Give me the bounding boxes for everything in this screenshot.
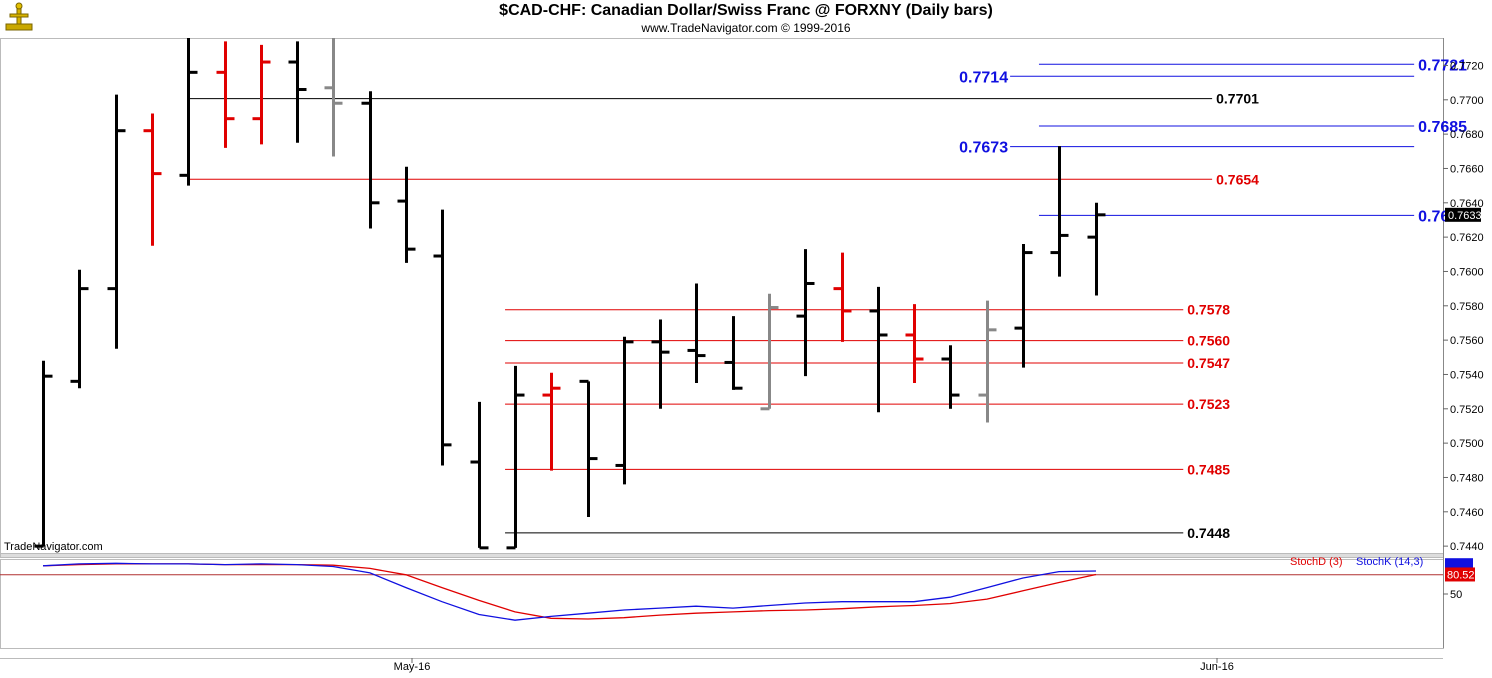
ohlc-bar (361, 91, 380, 229)
stoch-axis-label: 50 (1450, 589, 1462, 601)
last-price-label: 0.7633 (1448, 210, 1482, 222)
level-label: 0.7523 (1187, 396, 1230, 412)
level-label: 0.7448 (1187, 525, 1230, 541)
ohlc-bar (288, 41, 307, 143)
level-label: 0.7578 (1187, 302, 1230, 318)
ohlc-bar (833, 252, 852, 342)
price-axis-label: 0.7680 (1450, 129, 1484, 141)
ohlc-bar (179, 38, 198, 186)
level-label: 0.7547 (1187, 355, 1230, 371)
price-axis-label: 0.7580 (1450, 301, 1484, 313)
ohlc-bar (143, 113, 162, 246)
ohlc-bar (724, 316, 743, 390)
ohlc-bar (470, 401, 489, 550)
price-axis-label: 0.7540 (1450, 369, 1484, 381)
ohlc-bar (905, 304, 924, 384)
panel-divider (0, 553, 1444, 558)
price-axis: 0.7440 0.7460 0.7480 0.7500 0.7520 0.7540 0.75… (1443, 60, 1484, 553)
level-label: 0.7654 (1216, 171, 1259, 187)
ohlc-bar (796, 249, 815, 377)
level-label: 0.7485 (1187, 461, 1230, 477)
ohlc-bar (1087, 202, 1106, 296)
trade-navigator-logo-icon (5, 2, 33, 31)
level-label: 0.7701 (1216, 91, 1259, 107)
ohlc-bar (252, 44, 271, 145)
price-axis-label: 0.7500 (1450, 438, 1484, 450)
level-label: 0.7714 (959, 69, 1008, 86)
chart-subtitle: www.TradeNavigator.com © 1999-2016 (641, 21, 851, 35)
stochastic-panel: StochD (3) StochK (14,3) 50 80.52 (0, 556, 1475, 621)
ohlc-bar (1014, 244, 1033, 368)
ohlc-bar (651, 319, 670, 409)
ohlc-bar (324, 38, 343, 157)
last-price-marker (1445, 207, 1481, 222)
price-axis-label: 0.7600 (1450, 266, 1484, 278)
price-axis-label: 0.7520 (1450, 404, 1484, 416)
date-axis-label: May-16 (394, 661, 431, 673)
stochastic-panel-border (0, 559, 1444, 649)
level-label: 0.7673 (959, 140, 1008, 157)
price-axis-label: 0.7700 (1450, 95, 1484, 107)
price-axis-label: 0.7460 (1450, 507, 1484, 519)
ohlc-bar (687, 283, 706, 384)
level-label: 0.7685 (1418, 119, 1467, 136)
price-axis-label: 0.7620 (1450, 232, 1484, 244)
ohlc-bar (397, 166, 416, 263)
ohlc-bar (579, 379, 598, 517)
stochd-last-marker (1445, 567, 1475, 582)
stoch-line (42, 563, 1097, 620)
price-axis-label: 0.7640 (1450, 198, 1484, 210)
legend-stochd: StochD (3) (1290, 556, 1343, 568)
ohlc-bar (542, 372, 561, 471)
ohlc-bar (1050, 146, 1069, 277)
date-axis-label: Jun-16 (1200, 661, 1234, 673)
legend-stochk: StochK (14,3) (1356, 556, 1423, 568)
price-axis-label: 0.7560 (1450, 335, 1484, 347)
stoch-line (42, 562, 1097, 621)
ohlc-bar (869, 286, 888, 413)
stochd-last-label: 80.52 (1447, 569, 1475, 581)
ohlc-bar (34, 360, 53, 548)
ohlc-bar (941, 345, 960, 409)
ohlc-bar (506, 365, 525, 550)
price-axis-label: 0.7440 (1450, 541, 1484, 553)
ohlc-bar (216, 41, 235, 148)
price-axis-label: 0.7720 (1450, 60, 1484, 72)
ohlc-bars (34, 38, 1106, 550)
ohlc-bar (760, 293, 779, 411)
ohlc-bar (433, 209, 452, 466)
date-axis: May-16 Jun-16 (0, 658, 1443, 673)
price-levels: 0.77210.77140.77010.76850.76730.76540.76… (187, 57, 1467, 541)
price-axis-label: 0.7660 (1450, 163, 1484, 175)
brand-watermark: TradeNavigator.com (4, 541, 103, 553)
level-label: 0.7560 (1187, 333, 1230, 349)
ohlc-bar (70, 269, 89, 389)
ohlc-bar (107, 94, 126, 349)
price-axis-label: 0.7480 (1450, 472, 1484, 484)
ohlc-bar (615, 336, 634, 485)
chart-title: $CAD-CHF: Canadian Dollar/Swiss Franc @ … (499, 2, 993, 19)
ohlc-bar (978, 300, 997, 423)
level-label: 0.7721 (1418, 57, 1467, 74)
